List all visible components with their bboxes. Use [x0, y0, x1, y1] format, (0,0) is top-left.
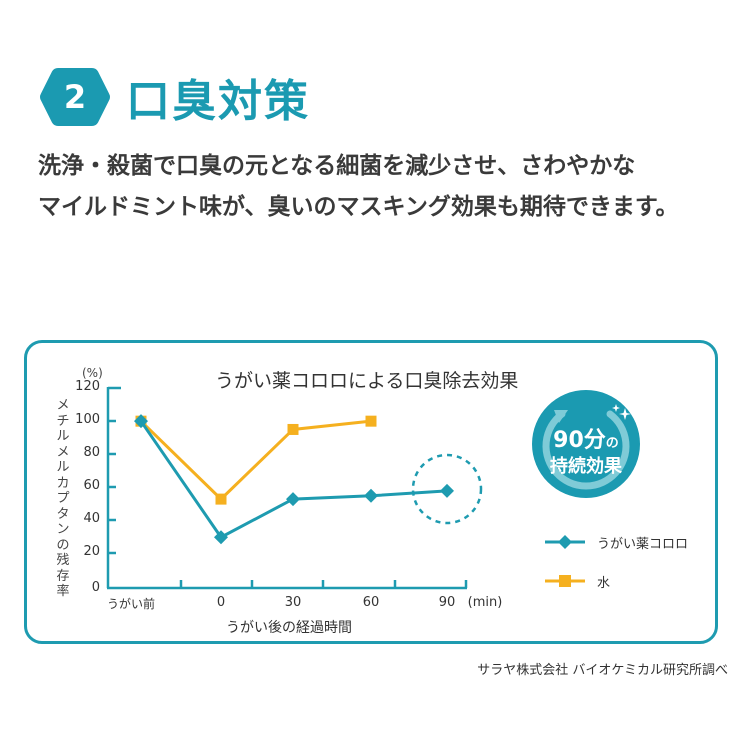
- badge-caption: 持続効果: [550, 456, 622, 477]
- highlight-dashed-circle: [411, 453, 483, 525]
- square-marker-icon: [545, 575, 585, 587]
- chart-panel: [24, 340, 718, 644]
- x-axis-label: うがい後の経過時間: [226, 620, 352, 636]
- y-axis-label: メチルメルカプタンの残存率: [56, 398, 70, 599]
- x-tick-label: 60: [362, 595, 380, 610]
- chart-legend: うがい薬コロロ 水: [545, 531, 688, 609]
- data-point-marker: [364, 488, 378, 503]
- y-tick-label: 100: [75, 412, 100, 427]
- x-tick-label: 30: [284, 595, 302, 610]
- legend-label: 水: [597, 575, 611, 591]
- section-number: 2: [63, 78, 87, 116]
- legend-label: うがい薬コロロ: [597, 536, 689, 552]
- x-tick-label: うがい前: [106, 597, 156, 611]
- y-tick-label: 0: [91, 580, 100, 595]
- section-header: 2 口臭対策: [38, 62, 310, 132]
- description-line-1: 洗浄・殺菌で口臭の元となる細菌を減少させ、さわやかな: [38, 153, 636, 179]
- y-tick-label: 60: [83, 478, 100, 493]
- x-unit-label: (min): [467, 595, 503, 610]
- chart-title: うがい薬コロロによる口臭除去効果: [215, 370, 519, 392]
- y-tick-label: 80: [83, 445, 100, 460]
- data-point-marker: [287, 423, 299, 435]
- x-tick-label: 90: [438, 595, 456, 610]
- legend-item-water: 水: [545, 570, 688, 592]
- data-point-marker: [215, 493, 227, 505]
- hexagon-number-badge: 2: [38, 64, 112, 130]
- series-line: [139, 419, 372, 502]
- y-tick-label: 20: [83, 544, 100, 559]
- sparkle-icon: [612, 404, 631, 420]
- circular-arrow-icon: [542, 410, 630, 490]
- badge-suffix: の: [605, 436, 619, 451]
- source-note: サラヤ株式会社 バイオケミカル研究所調べ: [477, 663, 728, 678]
- x-tick-label: 0: [216, 595, 226, 610]
- description-line-2: マイルドミント味が、臭いのマスキング効果も期待できます。: [38, 194, 679, 220]
- diamond-marker-icon: [545, 535, 585, 549]
- data-point-marker: [134, 414, 148, 429]
- description: 洗浄・殺菌で口臭の元となる細菌を減少させ、さわやかな マイルドミント味が、臭いの…: [38, 146, 738, 228]
- badge-duration: 90分: [553, 428, 606, 453]
- hexagon-icon: [40, 68, 110, 126]
- y-tick-label: 40: [83, 511, 100, 526]
- y-axis-unit: (%): [82, 366, 103, 380]
- legend-item-gargle: うがい薬コロロ: [545, 531, 688, 553]
- axes: [106, 386, 468, 590]
- y-tick-label: 120: [75, 379, 100, 394]
- data-point-marker: [440, 483, 454, 498]
- series-line: [139, 420, 448, 540]
- data-point-marker: [365, 415, 377, 427]
- page-title: 口臭対策: [126, 76, 310, 127]
- duration-badge: 90分の 持続効果: [532, 390, 640, 498]
- data-point-marker: [214, 530, 228, 545]
- data-point-marker: [286, 492, 300, 507]
